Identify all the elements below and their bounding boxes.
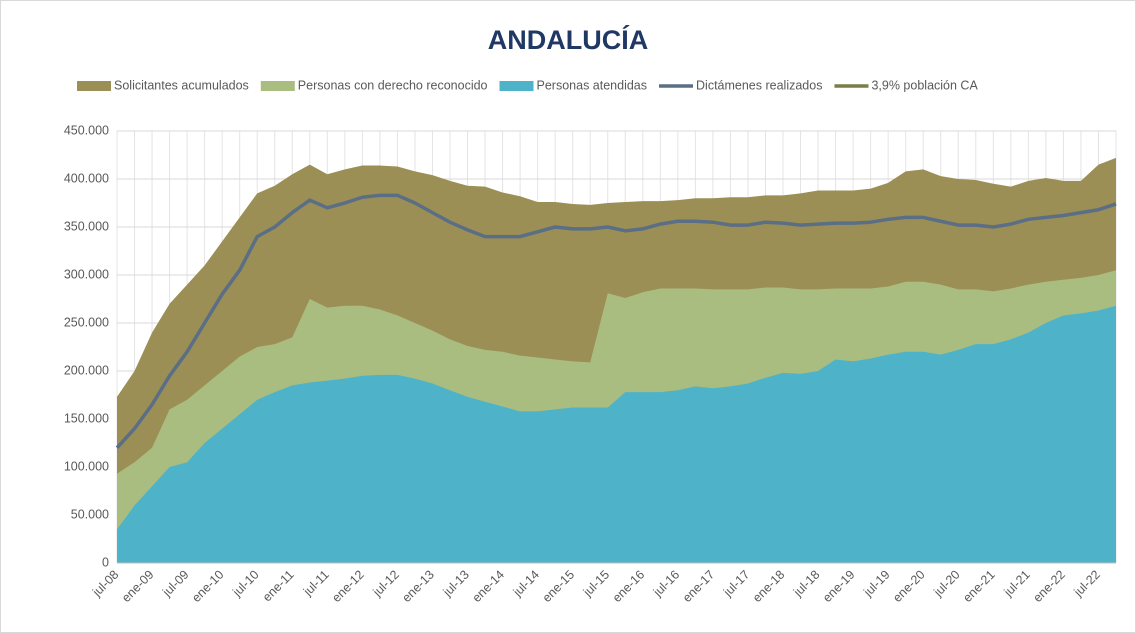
legend-swatch: [77, 81, 111, 91]
area: [117, 305, 1116, 563]
y-tick-label: 50.000: [71, 507, 109, 521]
y-tick-label: 100.000: [64, 459, 109, 473]
legend-label: Dictámenes realizados: [696, 78, 822, 92]
y-tick-label: 250.000: [64, 315, 109, 329]
y-tick-label: 350.000: [64, 219, 109, 233]
y-tick-label: 400.000: [64, 171, 109, 185]
legend-label: Personas atendidas: [537, 78, 648, 92]
legend-label: Solicitantes acumulados: [114, 78, 249, 92]
y-tick-label: 300.000: [64, 267, 109, 281]
legend: Solicitantes acumulados Personas con dere…: [77, 78, 978, 92]
legend-swatch: [260, 81, 295, 91]
y-tick-label: 0: [102, 555, 109, 569]
chart-title: ANDALUCÍA: [488, 24, 648, 55]
y-tick-label: 200.000: [64, 363, 109, 377]
legend-swatch: [499, 81, 534, 91]
legend-label: 3,9% población CA: [871, 78, 978, 92]
y-tick-label: 450.000: [64, 123, 109, 137]
line: [115, 193, 1117, 449]
y-tick-label: 150.000: [64, 411, 109, 425]
legend-label: Personas con derecho reconocido: [298, 78, 488, 92]
